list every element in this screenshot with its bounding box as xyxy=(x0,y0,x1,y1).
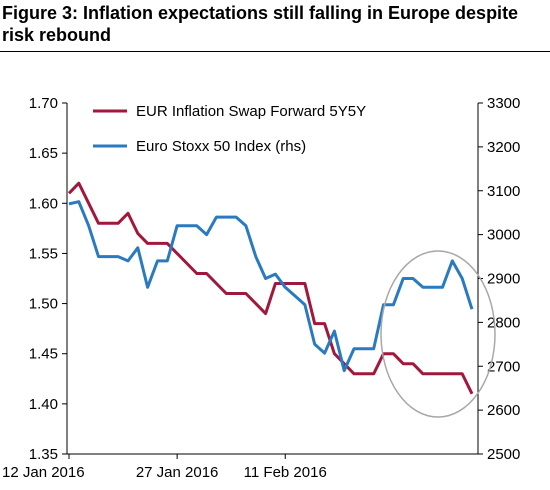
legend: EUR Inflation Swap Forward 5Y5Y Euro Stox… xyxy=(93,103,366,155)
legend-label: EUR Inflation Swap Forward 5Y5Y xyxy=(136,103,366,120)
left-axis-tick-label: 1.65 xyxy=(29,145,58,162)
right-axis-tick-label: 3100 xyxy=(487,183,520,200)
axes: 1.70 1.65 1.60 1.55 1.50 1.45 1.40 1.35 3300 3200… xyxy=(2,95,520,481)
left-axis-tick-label: 1.50 xyxy=(29,296,58,313)
left-axis-tick-label: 1.40 xyxy=(29,396,58,413)
series-line-euro-stoxx-50 xyxy=(68,200,474,373)
right-axis-tick-label: 3300 xyxy=(487,95,520,112)
highlight-ellipse xyxy=(380,250,496,418)
legend-label: Euro Stoxx 50 Index (rhs) xyxy=(136,138,306,155)
left-axis-tick-label: 1.60 xyxy=(29,195,58,212)
series-line-eur-inflation-swap xyxy=(67,181,474,395)
left-axis-tick-label: 1.45 xyxy=(29,346,58,363)
series-lines xyxy=(67,181,474,395)
title-underline xyxy=(0,51,550,52)
left-axis-tick-label: 1.35 xyxy=(29,446,58,463)
right-axis-tick-label: 2600 xyxy=(487,402,520,419)
right-axis-tick-label: 2800 xyxy=(487,314,520,331)
chart-title: Figure 3: Inflation expectations still f… xyxy=(2,3,519,45)
left-axis-tick-label: 1.55 xyxy=(29,245,58,262)
x-axis-tick-label: 12 Jan 2016 xyxy=(2,464,85,481)
x-axis-tick-label: 27 Jan 2016 xyxy=(136,464,219,481)
right-axis-tick-label: 3000 xyxy=(487,227,520,244)
right-axis-tick-label: 2500 xyxy=(487,446,520,463)
x-axis-tick-label: 11 Feb 2016 xyxy=(244,464,327,481)
right-axis-tick-label: 3200 xyxy=(487,139,520,156)
right-axis-tick-label: 2900 xyxy=(487,271,520,288)
left-axis-tick-label: 1.70 xyxy=(29,95,58,112)
right-axis-tick-label: 2700 xyxy=(487,358,520,375)
